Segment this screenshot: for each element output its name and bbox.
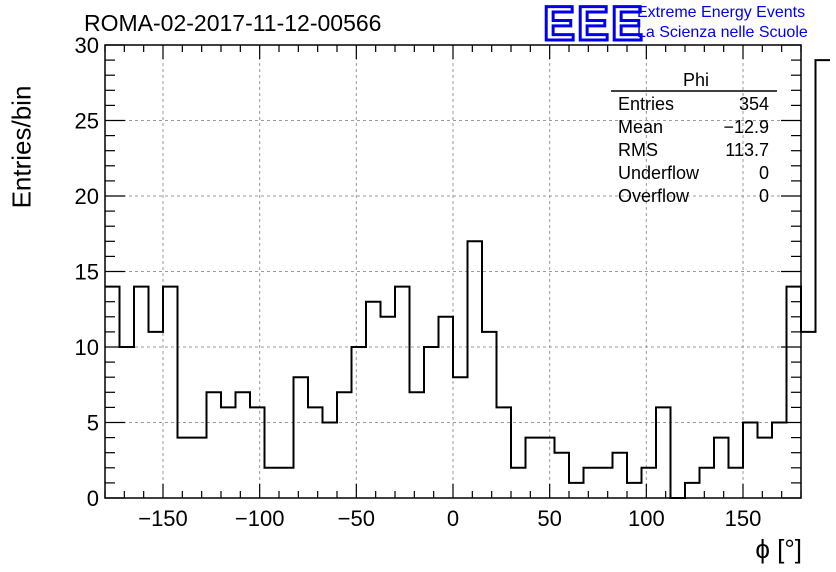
- logo-text: Extreme Energy Events La Scienza nelle S…: [637, 3, 808, 43]
- y-tick-label: 0: [87, 486, 99, 511]
- histogram-bin: [352, 347, 367, 498]
- histogram-bin: [642, 468, 657, 498]
- histogram-bin: [555, 453, 570, 498]
- histogram-bin: [627, 483, 642, 498]
- histogram-bin: [801, 332, 816, 498]
- histogram-bin: [294, 377, 309, 498]
- histogram-bin: [134, 287, 149, 498]
- histogram-bin: [613, 453, 628, 498]
- logo-line2: La Scienza nelle Scuole: [637, 24, 808, 41]
- y-tick-label: 25: [75, 109, 99, 134]
- histogram-bin: [250, 407, 265, 498]
- y-axis-label-box: Entries/bin: [4, 86, 40, 209]
- histogram-bin: [700, 468, 715, 498]
- histogram-bin: [236, 392, 251, 498]
- histogram-bin: [395, 287, 410, 498]
- stats-value: 354: [739, 94, 769, 114]
- x-tick-label: −150: [138, 506, 188, 531]
- histogram-bin: [598, 468, 613, 498]
- histogram-bin: [685, 483, 700, 498]
- histogram-bin: [308, 407, 323, 498]
- histogram-bin: [714, 438, 729, 498]
- histogram-bin: [323, 423, 338, 499]
- histogram-bin: [743, 423, 758, 499]
- logo-letters: EEE: [543, 0, 643, 45]
- histogram-bin: [453, 377, 468, 498]
- logo-line1: Extreme Energy Events: [637, 4, 806, 21]
- histogram-bin: [149, 332, 164, 498]
- histogram-bin: [482, 332, 497, 498]
- stats-value: 0: [759, 163, 769, 183]
- stats-title: Phi: [683, 70, 709, 90]
- histogram-bin: [656, 407, 671, 498]
- plot-frame: [104, 44, 802, 499]
- x-tick-label: −100: [235, 506, 285, 531]
- histogram-bin: [192, 438, 207, 498]
- histogram-bin: [526, 438, 541, 498]
- stats-label: Overflow: [618, 186, 690, 206]
- x-axis-label: ϕ [°]: [755, 534, 802, 564]
- histogram-bin: [569, 483, 584, 498]
- histogram-bin: [816, 60, 831, 498]
- histogram-bin: [758, 438, 773, 498]
- stats-value: 0: [759, 186, 769, 206]
- stats-label: Mean: [618, 117, 663, 137]
- eee-logo-icon: EEE: [543, 0, 643, 45]
- histogram: [105, 59, 831, 499]
- y-axis-label: Entries/bin: [6, 85, 37, 209]
- y-tick-label: 20: [75, 184, 99, 209]
- y-tick-label: 5: [87, 411, 99, 436]
- histogram-bin: [120, 347, 135, 498]
- x-tick-label: 150: [725, 506, 762, 531]
- y-tick-label: 15: [75, 260, 99, 285]
- histogram-bin: [772, 423, 787, 499]
- histogram-bin: [511, 468, 526, 498]
- histogram-bin: [439, 317, 454, 498]
- histogram-bin: [105, 287, 120, 498]
- stats-label: RMS: [618, 140, 658, 160]
- x-tick-label: −50: [338, 506, 375, 531]
- x-tick-label: 100: [628, 506, 665, 531]
- x-tick-label: 0: [447, 506, 459, 531]
- stats-label: Underflow: [618, 163, 700, 183]
- stats-box: Phi Entries 354 Mean −12.9 RMS 113.7 Underflow 0…: [611, 70, 777, 206]
- stats-value: −12.9: [723, 117, 769, 137]
- histogram-bin: [163, 287, 178, 498]
- histogram-bin: [410, 392, 425, 498]
- histogram-bin: [279, 468, 294, 498]
- histogram-bin: [178, 438, 193, 498]
- histogram-bin: [497, 407, 512, 498]
- histogram-bin: [381, 317, 396, 498]
- stats-value: 113.7: [725, 140, 769, 160]
- x-tick-label: 50: [537, 506, 561, 531]
- histogram-bin: [787, 287, 802, 498]
- grid: [105, 45, 801, 498]
- histogram-bin: [729, 468, 744, 498]
- histogram-bin: [221, 407, 236, 498]
- histogram-bin: [468, 241, 483, 498]
- stats-label: Entries: [618, 94, 674, 114]
- histogram-bin: [584, 468, 599, 498]
- histogram-bin: [424, 347, 439, 498]
- y-tick-label: 10: [75, 335, 99, 360]
- histogram-bin: [337, 392, 352, 498]
- histogram-bin: [540, 438, 555, 498]
- histogram-bin: [207, 392, 222, 498]
- histogram-bin: [366, 302, 381, 498]
- histogram-bin: [265, 468, 280, 498]
- plot-title: ROMA-02-2017-11-12-00566: [84, 10, 382, 36]
- histogram-line: [105, 59, 830, 499]
